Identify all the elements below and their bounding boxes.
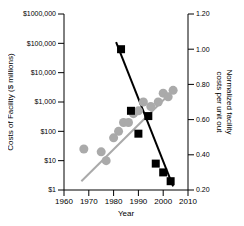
svg-text:1990: 1990 xyxy=(130,197,148,206)
svg-text:$10,000: $10,000 xyxy=(31,69,56,76)
svg-text:2010: 2010 xyxy=(179,197,197,206)
svg-text:Year: Year xyxy=(118,209,135,218)
svg-text:1960: 1960 xyxy=(55,197,73,206)
svg-text:1.20: 1.20 xyxy=(196,10,210,17)
svg-text:0.60: 0.60 xyxy=(196,116,210,123)
svg-text:1.00: 1.00 xyxy=(196,46,210,53)
svg-text:$10: $10 xyxy=(44,157,56,164)
svg-text:2000: 2000 xyxy=(154,197,172,206)
svg-text:0.40: 0.40 xyxy=(196,151,210,158)
svg-text:1980: 1980 xyxy=(105,197,123,206)
svg-text:$1: $1 xyxy=(48,186,56,193)
svg-text:$1,000: $1,000 xyxy=(35,98,57,105)
svg-text:$1000,000: $1000,000 xyxy=(23,10,56,17)
svg-text:$100,000: $100,000 xyxy=(27,40,56,47)
svg-text:$100: $100 xyxy=(40,128,56,135)
svg-text:0.20: 0.20 xyxy=(196,186,210,193)
svg-text:Costs of Facility ($ millions): Costs of Facility ($ millions) xyxy=(8,53,15,151)
svg-text:0.80: 0.80 xyxy=(196,81,210,88)
svg-text:Normalized facilitycosts per u: Normalized facilitycosts per unit out xyxy=(215,70,234,135)
svg-text:1970: 1970 xyxy=(80,197,98,206)
